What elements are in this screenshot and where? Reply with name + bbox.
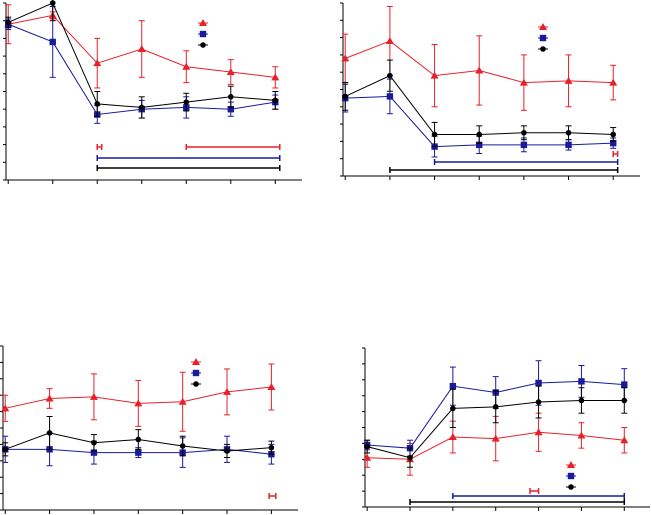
data-point [491, 434, 500, 442]
series-red [341, 5, 618, 111]
data-point [387, 72, 393, 79]
data-point [565, 129, 572, 136]
data-point [578, 378, 585, 385]
data-point [138, 104, 145, 111]
data-point [227, 106, 234, 113]
data-point [5, 19, 12, 26]
data-point [535, 379, 542, 387]
chart-panel-bottom-right [362, 347, 650, 511]
data-point [610, 139, 617, 147]
data-point [449, 382, 457, 390]
legend-marker-blue [539, 34, 547, 42]
data-point [535, 399, 542, 405]
data-point [49, 38, 56, 46]
legend-marker-blue [567, 472, 575, 480]
data-point [135, 436, 142, 443]
data-point [183, 99, 190, 105]
legend [191, 358, 201, 387]
legend-marker-red [199, 19, 207, 26]
series-black [342, 59, 617, 148]
data-point [267, 383, 276, 390]
data-point [476, 141, 483, 149]
data-point [475, 66, 484, 74]
legend-marker-red [539, 23, 547, 30]
data-point [577, 431, 586, 439]
legend-marker-black [193, 381, 199, 387]
data-point [476, 131, 483, 138]
data-point [519, 78, 528, 86]
data-point [492, 404, 499, 410]
data-point [386, 93, 394, 100]
data-point [385, 37, 394, 45]
data-point [271, 73, 280, 81]
data-point [2, 446, 9, 453]
data-point [407, 454, 413, 461]
data-point [89, 392, 98, 400]
legend-marker-black [568, 484, 574, 490]
legend-marker-red [567, 461, 575, 468]
legend-marker-black [200, 42, 206, 48]
data-point [621, 397, 628, 404]
data-point [137, 45, 146, 53]
data-point [90, 449, 98, 456]
legend-marker-black [540, 46, 546, 52]
data-point [431, 131, 438, 138]
series-black [364, 385, 628, 468]
data-point [226, 68, 235, 76]
series-red [1, 363, 276, 432]
series-red [4, 4, 280, 89]
series-black [2, 416, 275, 459]
legend [538, 23, 548, 52]
legend-marker-red [192, 358, 200, 365]
chart-panel-bottom-left [0, 345, 298, 514]
data-point [430, 71, 439, 79]
data-point [178, 397, 187, 405]
data-point [520, 141, 528, 149]
data-point [223, 387, 232, 395]
data-point [49, 0, 56, 6]
legend [198, 19, 208, 48]
data-point [450, 405, 456, 412]
data-point [91, 439, 97, 446]
data-point [364, 443, 370, 450]
data-point [135, 449, 142, 456]
data-point [93, 59, 102, 67]
data-point [179, 443, 186, 449]
data-point [610, 131, 617, 138]
series-black [5, 0, 279, 119]
data-point [448, 433, 457, 441]
data-point [565, 141, 572, 149]
data-point [534, 428, 543, 436]
chart-panel-top-right [340, 2, 640, 180]
data-point [1, 404, 10, 412]
data-point [620, 436, 629, 444]
legend-marker-blue [192, 369, 200, 377]
data-point [268, 444, 275, 451]
data-point [341, 54, 350, 62]
data-point [182, 62, 191, 70]
legend-marker-blue [199, 30, 207, 38]
data-point [609, 78, 618, 86]
data-point [521, 129, 527, 136]
chart-panel-top-left [3, 0, 302, 184]
data-point [45, 394, 54, 402]
data-point [227, 94, 234, 100]
data-point [342, 93, 349, 100]
data-point [272, 97, 279, 104]
legend [566, 461, 576, 490]
data-point [363, 453, 372, 461]
data-point [134, 399, 143, 407]
data-point [224, 448, 230, 454]
data-point [46, 430, 53, 436]
data-point [578, 397, 585, 404]
data-point [564, 76, 573, 84]
data-point [621, 381, 628, 388]
data-point [94, 101, 101, 107]
